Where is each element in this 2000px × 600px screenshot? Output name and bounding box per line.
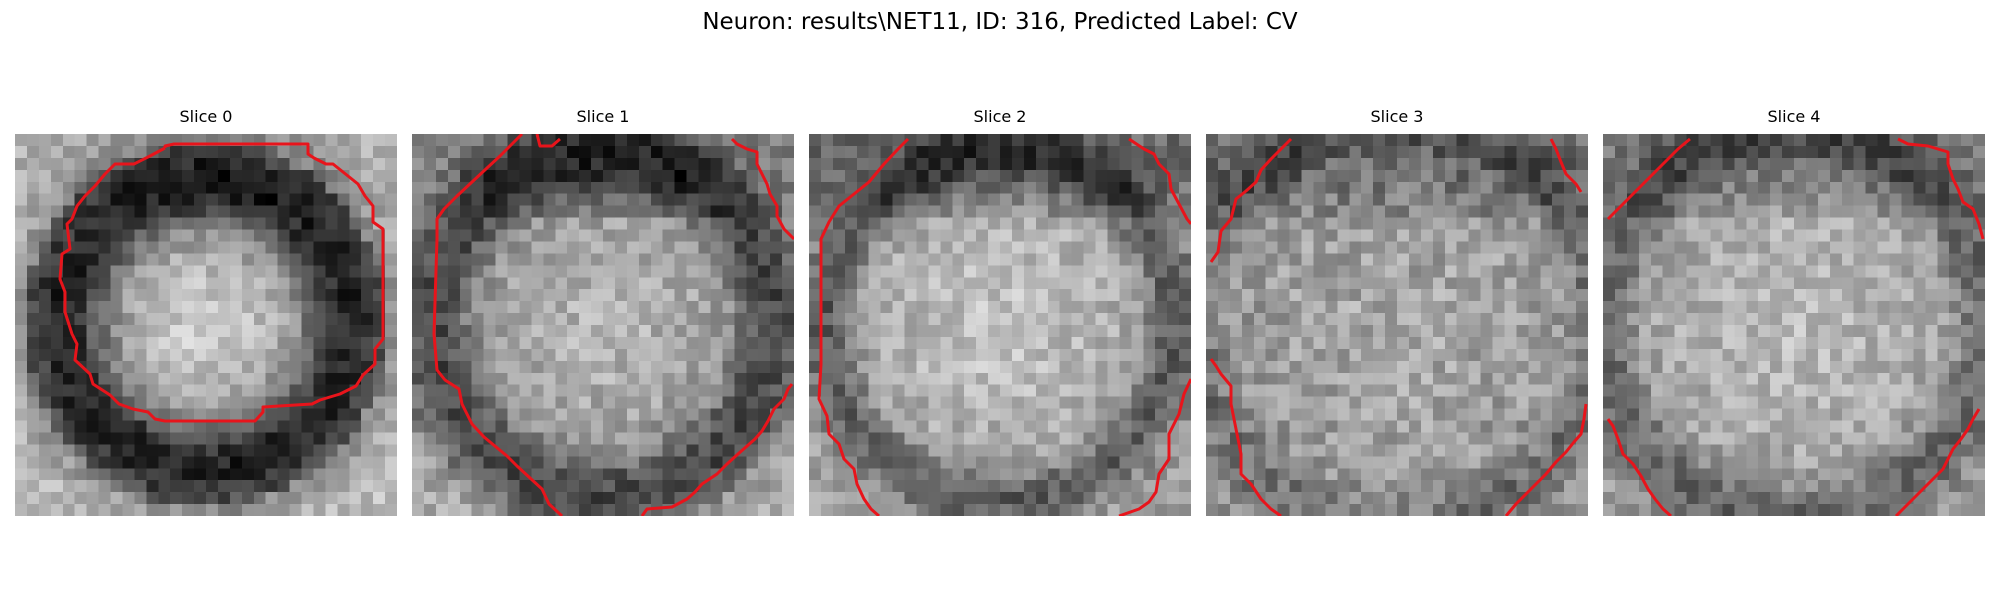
slice-4-contour-2 [1608, 419, 1671, 516]
slice-3-contour-layer [1206, 134, 1588, 516]
slice-3-contour-2 [1211, 359, 1281, 516]
slice-2-contour-0 [819, 139, 908, 516]
slice-3-title: Slice 3 [1206, 107, 1588, 127]
slice-1-panel [412, 134, 794, 516]
slice-0-title: Slice 0 [15, 107, 397, 127]
slice-4-panel [1603, 134, 1985, 516]
slice-4-title: Slice 4 [1603, 107, 1985, 127]
slice-3-contour-3 [1506, 404, 1586, 516]
slice-1-contour-1 [537, 134, 560, 146]
slice-1-contour-0 [434, 134, 562, 516]
slice-1-contour-3 [642, 384, 792, 516]
figure-title: Neuron: results\NET11, ID: 316, Predicte… [0, 8, 2000, 36]
slice-2-title: Slice 2 [809, 107, 1191, 127]
slice-0-contour-0 [60, 144, 383, 421]
slice-4-contour-0 [1608, 139, 1690, 219]
slice-3-contour-1 [1551, 139, 1581, 192]
slice-3-contour-0 [1211, 139, 1291, 262]
slice-1-contour-2 [732, 139, 794, 239]
slice-1-title: Slice 1 [412, 107, 794, 127]
slice-2-panel [809, 134, 1191, 516]
slice-4-contour-3 [1896, 409, 1979, 516]
slice-2-contour-2 [1119, 379, 1191, 516]
slice-2-contour-1 [1129, 139, 1191, 224]
slice-2-contour-layer [809, 134, 1191, 516]
slice-3-panel [1206, 134, 1588, 516]
slice-0-contour-layer [15, 134, 397, 516]
slice-1-contour-layer [412, 134, 794, 516]
slice-4-contour-layer [1603, 134, 1985, 516]
slice-4-contour-1 [1898, 139, 1983, 239]
slice-0-panel [15, 134, 397, 516]
